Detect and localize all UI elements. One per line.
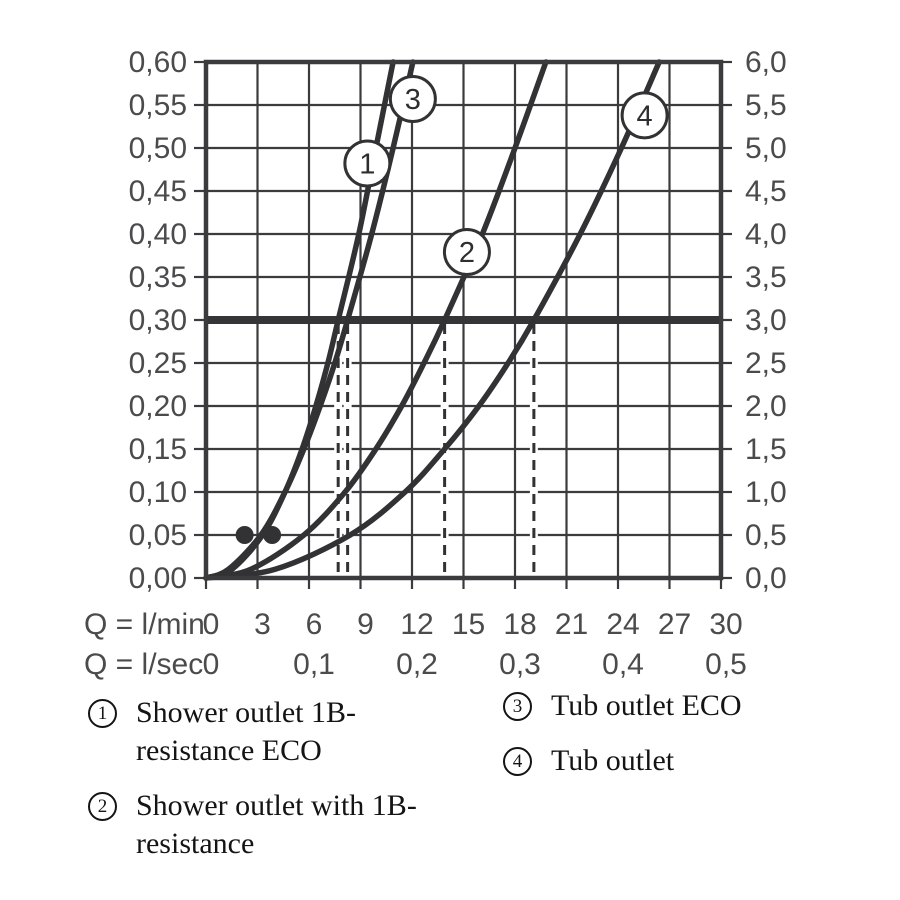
y-axis-right-tick-label: 2,5 [745,347,787,380]
plot-border [203,59,724,581]
y-axis-left-tick-label: 0,50 [129,132,187,165]
x-axis-lsec-tick-label: 0 [203,648,220,681]
legend-label-3: Tub outlet ECO [551,689,742,722]
x-axis-lmin-tick-label: 6 [306,608,323,641]
curve-label-number-4: 4 [637,100,653,132]
legend-column-right: 3 Tub outlet ECO 4 Tub outlet [503,687,873,797]
legend-number-4: 4 [503,747,532,776]
pressure-flow-chart: 0,60 6,00,55 5,50,50 5,00,45 4,50,40 4,00,35 3… [84,46,787,681]
y-axis-right-tick-label: 6,0 [745,46,787,79]
y-axis-left-tick-label: 0,40 [129,218,187,251]
curve-4 [203,59,662,581]
y-axis-left-tick-label: 0,00 [129,562,187,595]
legend-item-3: 3 Tub outlet ECO [503,687,873,725]
y-axis-right-tick-label: 3,0 [745,304,787,337]
flow-dot [263,526,282,544]
y-axis-left-tick-label: 0,20 [129,390,187,423]
y-axis-left-tick-label: 0,15 [129,433,187,466]
curve-label-circle-4 [620,91,669,140]
y-axis-right-tick-label: 4,5 [745,175,787,208]
y-axis-left-tick-label: 0,45 [129,175,187,208]
x-axis-lsec-tick-label: 0,2 [396,648,438,681]
x-axis-lmin-tick-label: 30 [709,608,742,641]
legend-number-3: 3 [503,692,532,721]
y-axis-left-tick-label: 0,60 [129,46,187,79]
y-axis-left-tick-label: 0,10 [129,476,187,509]
legend-item-4: 4 Tub outlet [503,742,873,780]
curve-3 [203,59,416,581]
y-axis-right-tick-label: 1,5 [745,433,787,466]
legend-number-2: 2 [88,792,117,821]
flow-dot [235,526,254,544]
y-axis-right-tick-label: 1,0 [745,476,787,509]
x-axis-lmin-tick-label: 0 [203,608,220,641]
legend-column-left: 1 Shower outlet 1B-resistance ECO 2 Show… [88,694,518,880]
x-axis-lmin-tick-label: 3 [254,608,271,641]
legend-label-1: Shower outlet 1B-resistance ECO [136,696,356,767]
y-axis-right-tick-label: 0,0 [745,562,787,595]
chart-generated-content: 0,60 6,00,55 5,50,50 5,00,45 4,50,40 4,00,35 3… [129,46,787,681]
legend-item-1: 1 Shower outlet 1B-resistance ECO [88,694,518,770]
x-axis-lsec-tick-label: 0,3 [499,648,541,681]
x-axis-row-label-lmin: Q = l/min [84,608,205,641]
curve-label-number-2: 2 [459,237,475,269]
y-axis-right-tick-label: 3,5 [745,261,787,294]
x-axis-lmin-tick-label: 27 [658,608,691,641]
curve-label-circle-1 [343,139,392,188]
x-axis-lmin-tick-label: 9 [357,608,374,641]
x-axis-lmin-tick-label: 24 [606,608,639,641]
curve-2 [203,59,549,581]
x-axis-lsec-tick-label: 0,5 [705,648,747,681]
y-axis-left-tick-label: 0,35 [129,261,187,294]
legend-number-1: 1 [88,699,117,728]
curve-label-number-3: 3 [405,84,421,116]
y-axis-left-tick-label: 0,30 [129,304,187,337]
y-axis-left-tick-label: 0,05 [129,519,187,552]
x-axis-lsec-tick-label: 0,4 [602,648,644,681]
y-axis-left-tick-label: 0,25 [129,347,187,380]
x-axis-row-label-lsec: Q = l/sec [84,648,203,681]
y-axis-left-tick-label: 0,55 [129,89,187,122]
legend-label-2: Shower outlet with 1B-resistance [136,789,417,860]
curve-label-number-1: 1 [359,148,375,180]
legend-item-2: 2 Shower outlet with 1B-resistance [88,787,518,863]
x-axis-lmin-tick-label: 21 [555,608,588,641]
x-axis-lsec-tick-label: 0,1 [293,648,335,681]
curve-label-circle-2 [442,228,491,277]
x-axis-lmin-tick-label: 18 [503,608,536,641]
y-axis-right-tick-label: 5,0 [745,132,787,165]
y-axis-right-tick-label: 4,0 [745,218,787,251]
legend-label-4: Tub outlet [551,744,675,777]
x-axis-lmin-tick-label: 15 [452,608,485,641]
curve-label-circle-3 [388,74,437,123]
y-axis-right-tick-label: 2,0 [745,390,787,423]
y-axis-right-tick-label: 5,5 [745,89,787,122]
y-axis-right-tick-label: 0,5 [745,519,787,552]
x-axis-lmin-tick-label: 12 [400,608,433,641]
